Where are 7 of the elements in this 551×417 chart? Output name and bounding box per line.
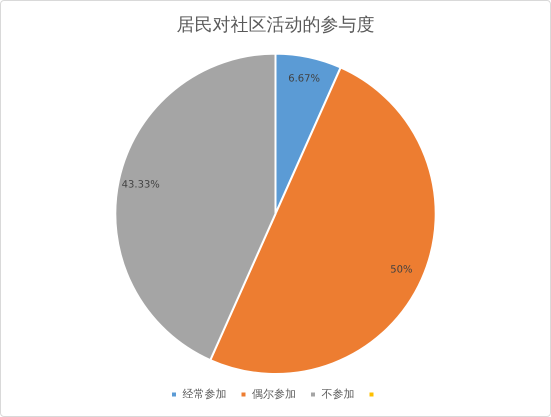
legend-label: 偶尔参加 [252,387,296,400]
legend-label: 不参加 [322,387,354,400]
data-label: 50% [390,264,412,276]
chart-title: 居民对社区活动的参与度 [176,14,374,36]
data-label: 43.33% [122,180,160,191]
data-label: 6.67% [288,74,320,85]
legend-label: 经常参加 [182,387,226,400]
